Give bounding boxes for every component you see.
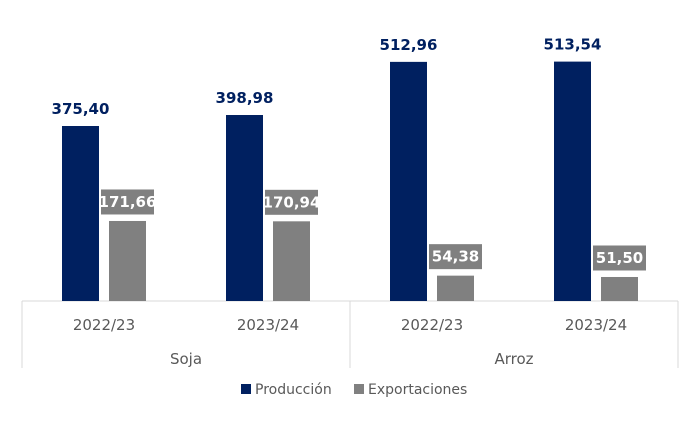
x-tick-label: 2022/23 <box>401 316 463 334</box>
legend-swatch <box>241 384 251 394</box>
x-tick-label: 2023/24 <box>237 316 299 334</box>
data-label-exportaciones: 171,66 <box>99 193 157 211</box>
bar-produccion <box>390 61 427 301</box>
legend-label: Producción <box>255 382 332 398</box>
bar-exportaciones <box>109 220 146 301</box>
data-label-box <box>264 188 319 216</box>
data-label-produccion: 375,40 <box>52 100 110 118</box>
x-tick-label: 2023/24 <box>565 316 627 334</box>
data-label-box <box>100 188 155 216</box>
data-label-exportaciones: 51,50 <box>596 249 643 267</box>
data-label-produccion: 513,54 <box>544 36 602 54</box>
bar-exportaciones <box>601 276 638 301</box>
data-label-box <box>592 244 647 272</box>
data-label-exportaciones: 54,38 <box>432 248 479 266</box>
legend-label: Exportaciones <box>368 382 467 398</box>
data-label-exportaciones: 170,94 <box>263 193 321 211</box>
data-label-box <box>428 243 483 271</box>
data-label-produccion: 512,96 <box>380 36 438 54</box>
bar-produccion <box>554 61 591 301</box>
data-label-produccion: 398,98 <box>216 89 274 107</box>
bar-exportaciones <box>437 275 474 301</box>
group-label: Arroz <box>494 350 533 368</box>
bar-produccion <box>62 126 99 301</box>
x-tick-label: 2022/23 <box>73 316 135 334</box>
legend-swatch <box>354 384 364 394</box>
group-label: Soja <box>170 350 202 368</box>
bar-exportaciones <box>273 221 310 301</box>
bar-produccion <box>226 115 263 302</box>
